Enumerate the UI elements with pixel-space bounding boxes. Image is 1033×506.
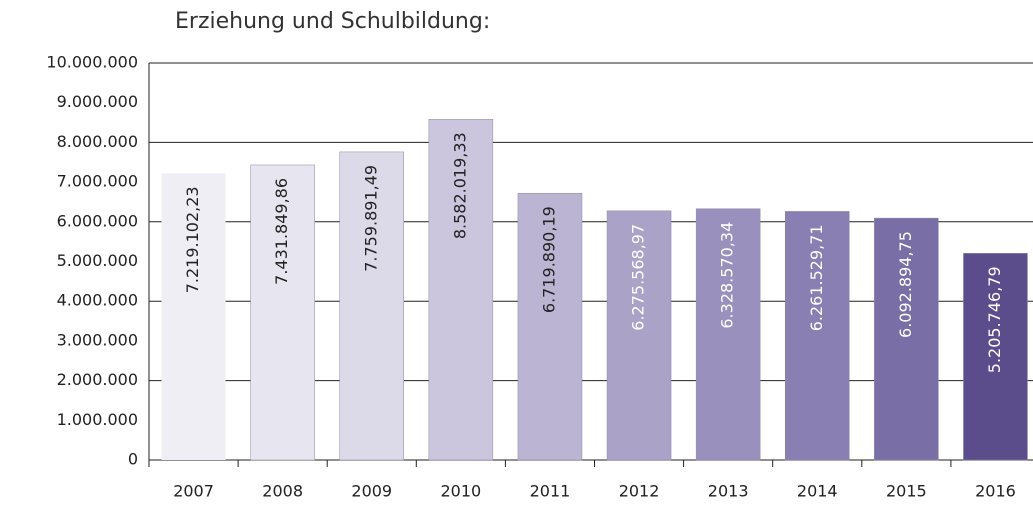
- bar: [785, 211, 850, 461]
- x-tick-label: 2009: [351, 482, 392, 501]
- x-tick-label: 2007: [173, 482, 214, 501]
- x-tick-label: 2008: [262, 482, 303, 501]
- bar: [695, 208, 761, 461]
- x-tick-label: 2013: [708, 482, 749, 501]
- bar: [963, 253, 1028, 461]
- bar: [874, 217, 939, 461]
- value-label: 7.431.849,86: [272, 178, 291, 285]
- x-tick-label: 2014: [797, 482, 838, 501]
- y-tick-label: 9.000.000: [57, 92, 138, 111]
- y-tick-label: 0: [128, 450, 138, 469]
- y-tick-label: 6.000.000: [57, 211, 138, 230]
- bar: [428, 119, 494, 461]
- x-tick-label: 2015: [886, 482, 927, 501]
- value-label: 6.092.894,75: [896, 231, 915, 338]
- x-tick-label: 2016: [975, 482, 1016, 501]
- bar: [339, 151, 404, 461]
- bar: [606, 210, 672, 461]
- value-label: 6.275.568,97: [629, 224, 648, 331]
- value-label: 6.328.570,34: [718, 222, 737, 329]
- y-tick-label: 3.000.000: [57, 330, 138, 349]
- bar: [250, 164, 315, 461]
- value-label: 8.582.019,33: [450, 132, 469, 239]
- x-tick-label: 2012: [619, 482, 660, 501]
- y-tick-label: 4.000.000: [57, 291, 138, 310]
- value-label: 5.205.746,79: [985, 266, 1004, 373]
- value-label: 6.261.529,71: [807, 224, 826, 331]
- value-label: 7.759.891,49: [361, 165, 380, 272]
- y-tick-label: 10.000.000: [46, 53, 138, 72]
- x-tick-label: 2010: [440, 482, 481, 501]
- x-tick-label: 2011: [530, 482, 571, 501]
- value-label: 6.719.890,19: [539, 206, 558, 313]
- y-tick-label: 1.000.000: [57, 410, 138, 429]
- y-tick-label: 5.000.000: [57, 251, 138, 270]
- y-tick-label: 7.000.000: [57, 172, 138, 191]
- bar: [517, 192, 583, 461]
- y-tick-label: 8.000.000: [57, 132, 138, 151]
- value-label: 7.219.102,23: [183, 186, 202, 293]
- bar: [161, 173, 226, 460]
- y-tick-label: 2.000.000: [57, 370, 138, 389]
- chart-title: Erziehung und Schulbildung:: [175, 9, 490, 34]
